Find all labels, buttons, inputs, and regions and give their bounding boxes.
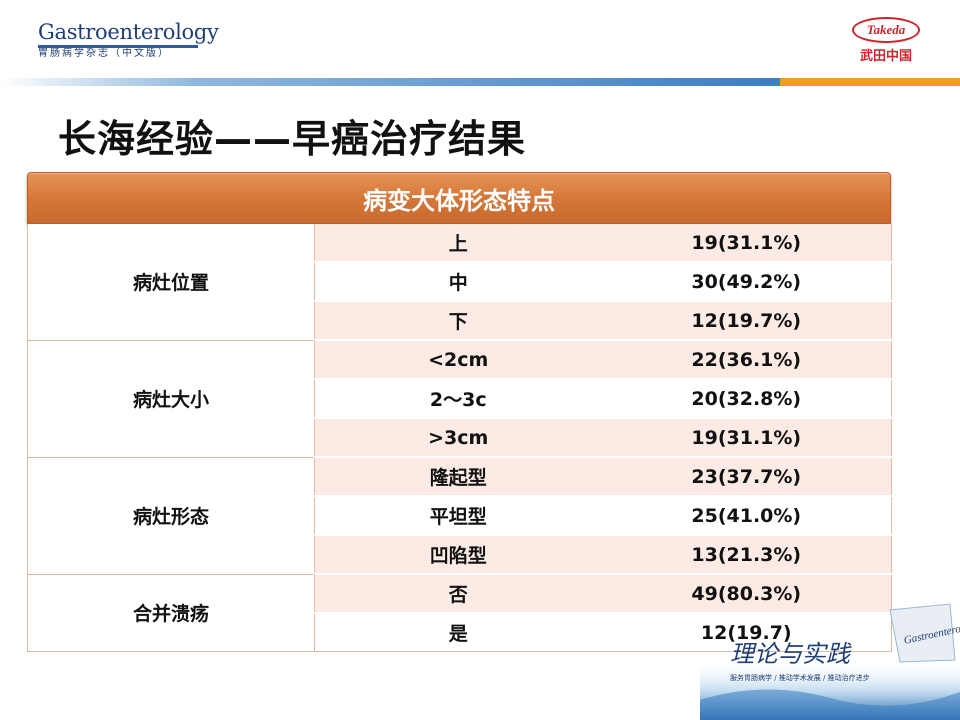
value-cell: 20(32.8%) bbox=[601, 379, 892, 419]
group-label: 病灶位置 bbox=[27, 224, 315, 341]
table-row: 2～3c 20(32.8%) bbox=[28, 379, 892, 419]
table-row: 病灶大小 <2cm 22(36.1%) bbox=[27, 340, 892, 458]
subcategory-cell: 上 bbox=[314, 224, 602, 263]
value-cell: 19(31.1%) bbox=[601, 224, 892, 263]
journal-banner-decoration: Gastroenterology 理论与实践 服务胃肠病学 / 推动学术发展 /… bbox=[700, 603, 960, 720]
banner-slogan: 理论与实践 bbox=[730, 640, 852, 668]
value-cell: 12(19.7) bbox=[601, 613, 892, 652]
value-cell: 49(80.3%) bbox=[601, 574, 892, 614]
wave-icon bbox=[700, 689, 960, 720]
subcategory-cell: 凹陷型 bbox=[314, 535, 602, 575]
value-cell: 12(19.7%) bbox=[601, 301, 892, 341]
value-cell: 13(21.3%) bbox=[601, 535, 892, 575]
subcategory-cell: 下 bbox=[314, 301, 602, 341]
takeda-logo: Takeda 武田中国 bbox=[846, 17, 926, 64]
table-row: 下 12(19.7%) bbox=[28, 301, 892, 341]
value-cell: 23(37.7%) bbox=[601, 457, 892, 497]
banner-tagline: 服务胃肠病学 / 推动学术发展 / 推动治疗进步 bbox=[730, 673, 870, 682]
subcategory-cell: 是 bbox=[314, 613, 602, 652]
group-label: 病灶大小 bbox=[27, 340, 315, 458]
journal-logo-underline bbox=[38, 45, 198, 48]
table-rows: 病灶位置上 19(31.1%) 中 30(49.2%) 下 12(19.7%) 病灶大小 <2… bbox=[27, 224, 892, 652]
slide-title: 长海经验——早癌治疗结果 bbox=[58, 117, 527, 161]
value-cell: 30(49.2%) bbox=[601, 262, 892, 302]
subcategory-cell: 否 bbox=[314, 574, 602, 614]
table-row: 平坦型 25(41.0%) bbox=[28, 496, 892, 536]
table-row: 是 12(19.7) bbox=[28, 613, 892, 652]
subcategory-cell: 中 bbox=[314, 262, 602, 302]
journal-title: Gastroenterology bbox=[38, 20, 219, 44]
journal-logo: Gastroenterology 胃肠病学杂志（中文版） bbox=[38, 20, 219, 60]
takeda-cn-name: 武田中国 bbox=[859, 49, 912, 64]
table-row: 合并溃疡否 49(80.3%) bbox=[27, 574, 892, 652]
results-table: 病变大体形态特点 病灶位置上 19(31.1%) 中 30(49.2%) 下 12(19.… bbox=[27, 172, 892, 652]
table-row: 病灶位置上 19(31.1%) bbox=[27, 224, 892, 341]
journal-subtitle: 胃肠病学杂志（中文版） bbox=[38, 48, 170, 59]
group-label: 合并溃疡 bbox=[27, 574, 315, 652]
table-body: 病灶位置上 19(31.1%) 中 30(49.2%) 下 12(19.7%) 病灶大小 <2… bbox=[27, 224, 892, 652]
subcategory-cell: 2～3c bbox=[314, 379, 602, 419]
value-cell: 25(41.0%) bbox=[601, 496, 892, 536]
value-cell: 19(31.1%) bbox=[601, 418, 892, 458]
table-row: 病灶形态 隆起型 23(37.7%) bbox=[27, 457, 892, 575]
takeda-logo-mark: Takeda bbox=[852, 17, 920, 43]
header-stripe-orange bbox=[780, 78, 960, 86]
sail-icon bbox=[889, 603, 956, 663]
subcategory-cell: <2cm bbox=[314, 340, 602, 380]
value-cell: 22(36.1%) bbox=[601, 340, 892, 380]
table-header: 病变大体形态特点 bbox=[27, 172, 891, 224]
table-row: >3cm 19(31.1%) bbox=[28, 418, 892, 458]
table-row: 中 30(49.2%) bbox=[28, 262, 892, 302]
table-row: 凹陷型 13(21.3%) bbox=[28, 535, 892, 575]
subcategory-cell: 平坦型 bbox=[314, 496, 602, 536]
subcategory-cell: 隆起型 bbox=[314, 457, 602, 497]
subcategory-cell: >3cm bbox=[314, 418, 602, 458]
group-label: 病灶形态 bbox=[27, 457, 315, 575]
header-stripe-blue bbox=[0, 78, 780, 86]
